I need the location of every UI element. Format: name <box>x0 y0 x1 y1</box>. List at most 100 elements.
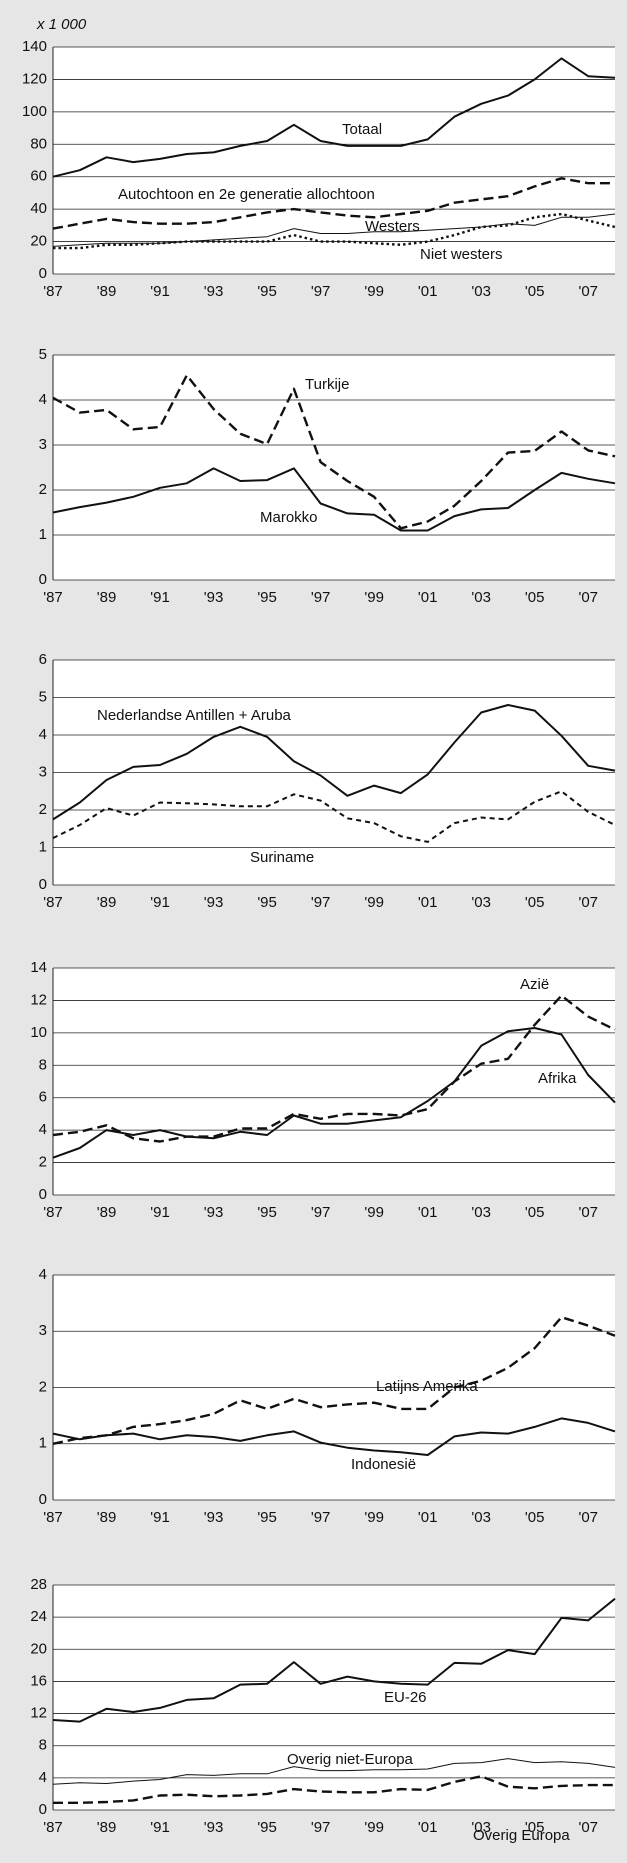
series-line <box>52 994 616 1143</box>
y-tick-label: 60 <box>30 168 47 185</box>
x-tick-label: '05 <box>525 1204 545 1221</box>
x-tick-label: '01 <box>418 283 438 300</box>
x-tick-label: '99 <box>364 1204 384 1221</box>
x-tick-label: '03 <box>471 894 491 911</box>
y-tick-label: 3 <box>39 763 47 780</box>
y-tick-label: 8 <box>39 1737 47 1754</box>
x-tick-label: '03 <box>471 1509 491 1526</box>
y-tick-label: 4 <box>39 1121 47 1138</box>
y-tick-label: 14 <box>30 959 47 976</box>
x-tick-label: '97 <box>311 894 331 911</box>
x-tick-label: '99 <box>364 894 384 911</box>
series-line <box>52 57 616 178</box>
x-tick-label: '05 <box>525 1819 545 1836</box>
x-tick-label: '87 <box>43 1509 63 1526</box>
y-tick-label: 8 <box>39 1056 47 1073</box>
y-tick-label: 20 <box>30 233 47 250</box>
x-tick-label: '91 <box>150 1204 170 1221</box>
x-tick-label: '87 <box>43 894 63 911</box>
y-tick-label: 4 <box>39 1266 47 1283</box>
series-line <box>52 467 616 532</box>
series-label: Niet westers <box>420 246 503 263</box>
y-tick-label: 12 <box>30 1705 47 1722</box>
x-tick-label: '07 <box>578 1819 598 1836</box>
x-tick-label: '87 <box>43 1204 63 1221</box>
x-tick-label: '07 <box>578 1509 598 1526</box>
x-tick-label: '05 <box>525 283 545 300</box>
series-line <box>52 704 616 821</box>
series-line <box>52 1597 616 1723</box>
x-tick-label: '97 <box>311 589 331 606</box>
y-tick-label: 0 <box>39 265 47 282</box>
x-tick-label: '93 <box>204 894 224 911</box>
x-tick-label: '99 <box>364 1819 384 1836</box>
x-tick-label: '87 <box>43 1819 63 1836</box>
x-tick-label: '07 <box>578 283 598 300</box>
x-tick-label: '03 <box>471 283 491 300</box>
series-label: Indonesië <box>351 1456 416 1473</box>
x-tick-label: '91 <box>150 894 170 911</box>
series-line <box>52 1417 616 1456</box>
x-tick-label: '93 <box>204 1204 224 1221</box>
x-tick-label: '01 <box>418 589 438 606</box>
y-tick-label: 3 <box>39 436 47 453</box>
series-line <box>52 1027 616 1159</box>
x-tick-label: '95 <box>257 589 277 606</box>
x-tick-label: '97 <box>311 1819 331 1836</box>
x-tick-label: '95 <box>257 894 277 911</box>
series-label: Overig niet-Europa <box>287 1751 414 1768</box>
x-tick-label: '89 <box>97 589 117 606</box>
x-tick-label: '95 <box>257 1819 277 1836</box>
x-tick-label: '89 <box>97 1204 117 1221</box>
series-line <box>52 177 615 230</box>
y-tick-label: 2 <box>39 1154 47 1171</box>
y-tick-label: 12 <box>30 991 47 1008</box>
x-tick-label: '07 <box>578 589 598 606</box>
y-tick-label: 0 <box>39 571 47 588</box>
series-label: Suriname <box>250 849 314 866</box>
series-label: Totaal <box>342 121 382 138</box>
y-tick-label: 4 <box>39 726 47 743</box>
y-tick-label: 1 <box>39 1435 47 1452</box>
x-tick-label: '91 <box>150 1819 170 1836</box>
x-tick-label: '01 <box>418 1509 438 1526</box>
y-tick-label: 6 <box>39 651 47 668</box>
series-label: Westers <box>365 218 420 235</box>
x-tick-label: '01 <box>418 894 438 911</box>
plot-area <box>53 1585 615 1810</box>
x-tick-label: '99 <box>364 283 384 300</box>
x-tick-label: '95 <box>257 1509 277 1526</box>
x-tick-label: '91 <box>150 589 170 606</box>
x-tick-label: '03 <box>471 1819 491 1836</box>
y-tick-label: 6 <box>39 1089 47 1106</box>
series-line <box>52 1758 616 1785</box>
series-label: Marokko <box>260 509 318 526</box>
x-tick-label: '97 <box>311 1204 331 1221</box>
series-label: Autochtoon en 2e generatie allochtoon <box>118 186 375 203</box>
x-tick-label: '05 <box>525 1509 545 1526</box>
y-tick-label: 80 <box>30 135 47 152</box>
y-tick-label: 140 <box>22 38 47 55</box>
y-tick-label: 5 <box>39 346 47 363</box>
y-tick-label: 40 <box>30 200 47 217</box>
y-tick-label: 0 <box>39 1491 47 1508</box>
y-tick-label: 2 <box>39 481 47 498</box>
y-tick-label: 0 <box>39 876 47 893</box>
y-tick-label: 2 <box>39 801 47 818</box>
x-tick-label: '89 <box>97 1509 117 1526</box>
y-tick-label: 1 <box>39 526 47 543</box>
x-tick-label: '05 <box>525 589 545 606</box>
x-tick-label: '03 <box>471 1204 491 1221</box>
y-tick-label: 2 <box>39 1378 47 1395</box>
y-tick-label: 5 <box>39 688 47 705</box>
y-tick-label: 0 <box>39 1186 47 1203</box>
x-tick-label: '99 <box>364 1509 384 1526</box>
x-tick-label: '03 <box>471 589 491 606</box>
series-label: Afrika <box>538 1070 577 1087</box>
y-tick-label: 4 <box>39 1769 47 1786</box>
y-tick-label: 100 <box>22 103 47 120</box>
x-tick-label: '93 <box>204 589 224 606</box>
series-line <box>52 790 616 843</box>
x-tick-label: '89 <box>97 894 117 911</box>
